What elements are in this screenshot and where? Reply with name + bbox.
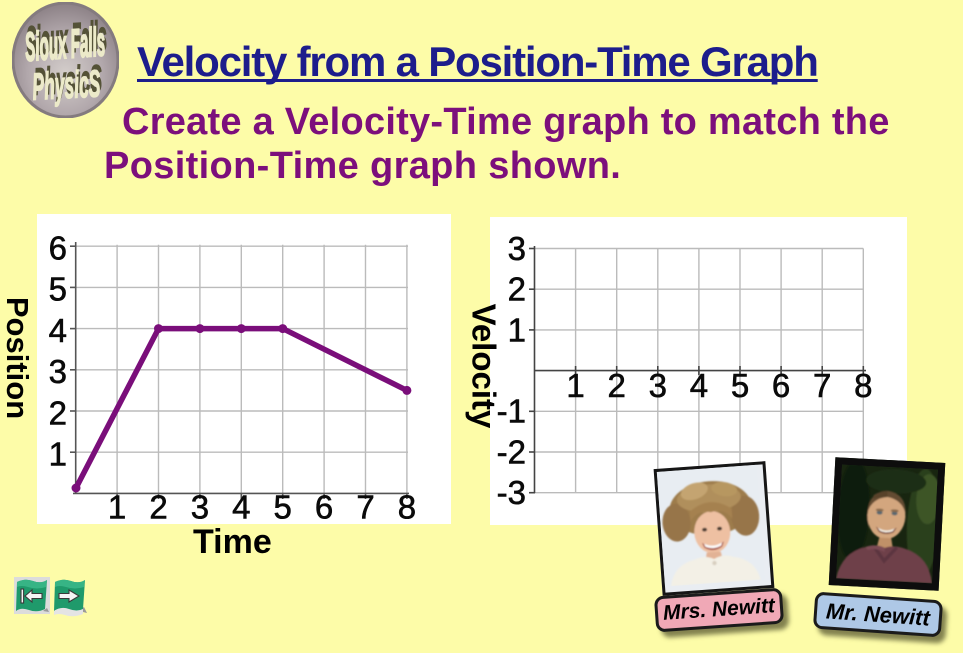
svg-text:PhysicS: PhysicS bbox=[33, 58, 103, 104]
svg-text:2: 2 bbox=[149, 488, 167, 524]
svg-text:-1: -1 bbox=[497, 393, 526, 430]
svg-text:PhysicS: PhysicS bbox=[31, 63, 101, 109]
svg-text:4: 4 bbox=[49, 312, 67, 349]
svg-text:-3: -3 bbox=[497, 474, 526, 511]
svg-text:3: 3 bbox=[508, 230, 526, 267]
svg-text:Sioux Falls: Sioux Falls bbox=[24, 20, 107, 70]
svg-text:1: 1 bbox=[49, 436, 67, 473]
svg-text:8: 8 bbox=[398, 488, 416, 524]
svg-text:7: 7 bbox=[356, 488, 374, 524]
svg-text:3: 3 bbox=[191, 488, 209, 524]
svg-text:2: 2 bbox=[49, 394, 67, 431]
svg-text:5: 5 bbox=[274, 488, 292, 524]
svg-text:-2: -2 bbox=[497, 433, 526, 470]
svg-text:3: 3 bbox=[649, 367, 667, 404]
svg-text:6: 6 bbox=[772, 367, 790, 404]
svg-text:2: 2 bbox=[508, 271, 526, 308]
svg-text:6: 6 bbox=[49, 230, 67, 267]
svg-text:1: 1 bbox=[108, 488, 126, 524]
svg-text:6: 6 bbox=[315, 488, 333, 524]
svg-text:2: 2 bbox=[608, 367, 626, 404]
svg-text:1: 1 bbox=[566, 367, 584, 404]
svg-text:4: 4 bbox=[232, 488, 250, 524]
svg-text:1: 1 bbox=[508, 311, 526, 348]
svg-text:7: 7 bbox=[813, 367, 831, 404]
svg-text:8: 8 bbox=[854, 367, 872, 404]
svg-text:3: 3 bbox=[49, 353, 67, 390]
svg-text:5: 5 bbox=[49, 271, 67, 308]
svg-text:5: 5 bbox=[731, 367, 749, 404]
svg-text:4: 4 bbox=[690, 367, 708, 404]
svg-text:Sioux Falls: Sioux Falls bbox=[25, 14, 108, 64]
